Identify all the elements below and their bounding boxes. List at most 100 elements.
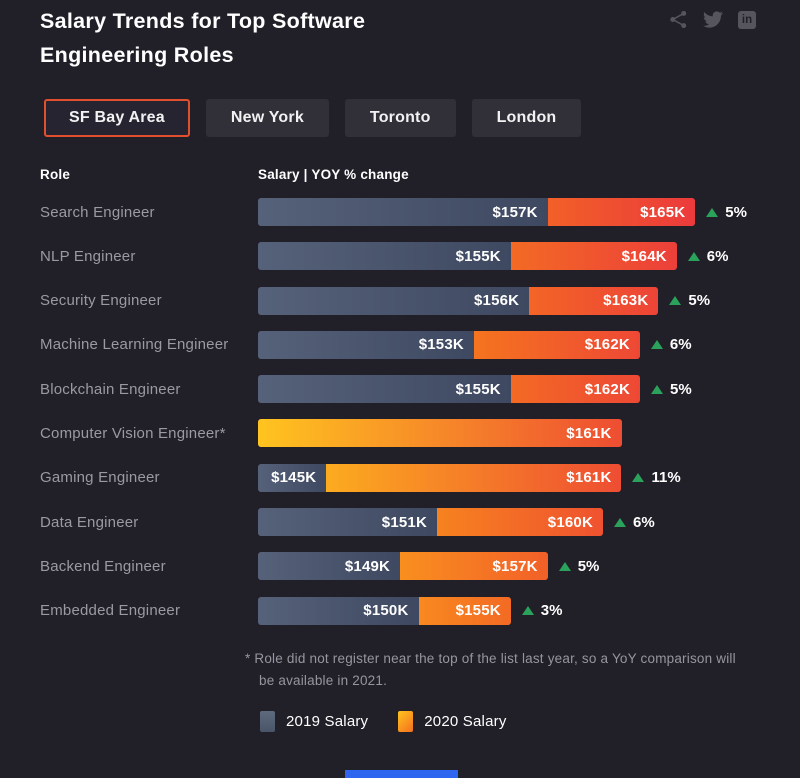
bar-group: $157K $165K <box>258 198 696 226</box>
salary-2019-value: $145K <box>271 469 317 487</box>
bar-2019-salary[interactable]: $145K <box>258 463 327 492</box>
bar-2020-salary[interactable]: $165K <box>547 198 696 226</box>
tab-toronto[interactable]: Toronto <box>344 99 456 137</box>
up-arrow-icon <box>687 251 700 261</box>
salary-2020-value: $161K <box>566 469 612 487</box>
salary-2020-value: $157K <box>492 557 538 575</box>
legend-item-2020-salary: 2020 Salary <box>398 711 506 732</box>
bar-group: $161K <box>258 419 622 448</box>
yoy-percent: 5% <box>725 203 747 221</box>
salary-2020-value: $164K <box>621 247 667 265</box>
salary-2019-value: $156K <box>473 292 520 310</box>
yoy-percent: 6% <box>633 513 655 531</box>
bar-group: $149K $157K <box>258 552 548 581</box>
salary-2020-value: $161K <box>566 424 612 442</box>
role-label: Security Engineer <box>40 292 162 310</box>
yoy-percent: 5% <box>577 557 600 575</box>
footnote: * Role did not register near the top of … <box>245 651 736 688</box>
up-arrow-icon <box>632 473 645 483</box>
chart-row: Security Engineer $156K $163K 5% <box>0 286 800 315</box>
salary-2020-value: $165K <box>640 203 686 221</box>
role-label: NLP Engineer <box>40 247 136 265</box>
yoy-change: 6% <box>650 336 692 354</box>
bar-group: $150K $155K <box>258 596 511 625</box>
salary-2020-value: $162K <box>584 336 630 354</box>
tab-london[interactable]: London <box>471 99 582 137</box>
yoy-change: 6% <box>687 248 728 265</box>
yoy-percent: 5% <box>688 292 711 310</box>
salary-column-header: Salary | YOY % change <box>258 167 409 182</box>
chart-row: Gaming Engineer $145K $161K 11% <box>0 463 800 492</box>
salary-2020-value: $155K <box>455 602 501 620</box>
bar-2019-salary[interactable]: $157K <box>258 198 548 226</box>
yoy-change: 5% <box>650 381 692 398</box>
bar-2020-salary[interactable]: $155K <box>418 596 511 625</box>
bar-2020-salary[interactable]: $164K <box>510 242 677 271</box>
role-label: Data Engineer <box>40 513 139 531</box>
bar-group: $156K $163K <box>258 286 659 315</box>
role-column-header: Role <box>40 167 71 182</box>
salary-2019-value: $151K <box>381 513 427 531</box>
up-arrow-icon <box>558 561 571 571</box>
chart-row: Data Engineer $151K $160K 6% <box>0 508 800 537</box>
bar-2020-salary[interactable]: $161K <box>326 463 622 492</box>
up-arrow-icon <box>521 606 534 616</box>
salary-bar-chart: Search Engineer $157K $165K 5% NLP Engin… <box>0 198 800 641</box>
salary-2019-value: $155K <box>455 380 501 398</box>
role-label: Gaming Engineer <box>40 469 160 487</box>
salary-2020-value: $163K <box>603 292 649 310</box>
bar-2020-salary[interactable]: $162K <box>473 330 640 359</box>
yoy-change: 11% <box>632 469 681 487</box>
salary-2019-value: $157K <box>492 203 538 221</box>
chart-row: Backend Engineer $149K $157K 5% <box>0 552 800 581</box>
share-icon[interactable] <box>669 10 688 29</box>
linkedin-icon[interactable]: in <box>738 10 756 29</box>
chart-row: Machine Learning Engineer $153K $162K 6% <box>0 330 800 359</box>
bar-2020-salary[interactable]: $161K <box>258 419 622 448</box>
salary-2019-value: $150K <box>363 602 409 620</box>
bar-2020-salary[interactable]: $157K <box>400 552 548 581</box>
bar-group: $145K $161K <box>258 463 622 492</box>
yoy-percent: 3% <box>540 602 563 620</box>
role-label: Machine Learning Engineer <box>40 336 229 354</box>
role-label: Blockchain Engineer <box>40 380 181 398</box>
role-label: Computer Vision Engineer* <box>40 424 226 442</box>
bar-2019-salary[interactable]: $156K <box>258 286 530 315</box>
linkedin-icon-glyph: in <box>738 10 756 29</box>
chart-row: Blockchain Engineer $155K $162K 5% <box>0 375 800 404</box>
yoy-percent: 6% <box>669 336 692 354</box>
bar-2020-salary[interactable]: $163K <box>529 286 659 315</box>
bottom-accent-bar <box>345 770 458 778</box>
page-title: Salary Trends for Top Software Engineeri… <box>40 9 366 67</box>
legend-label: 2019 Salary <box>286 713 369 730</box>
salary-2019-value: $149K <box>344 557 391 575</box>
bar-2019-salary[interactable]: $155K <box>258 242 511 271</box>
legend-label: 2020 Salary <box>424 713 507 730</box>
bar-2019-salary[interactable]: $155K <box>258 375 511 404</box>
yoy-change: 5% <box>669 292 710 309</box>
up-arrow-icon <box>614 517 626 527</box>
chart-row: Embedded Engineer $150K $155K 3% <box>0 596 800 625</box>
tab-sf-bay-area[interactable]: SF Bay Area <box>44 99 190 137</box>
location-tabs: SF Bay Area New York Toronto London <box>44 99 582 137</box>
yoy-change: 5% <box>706 204 747 221</box>
bar-group: $151K $160K <box>258 508 603 537</box>
bar-2019-salary[interactable]: $151K <box>258 508 437 537</box>
bar-group: $153K $162K <box>258 330 640 359</box>
role-label: Backend Engineer <box>40 557 166 575</box>
bar-2019-salary[interactable]: $150K <box>258 596 419 625</box>
twitter-icon[interactable] <box>703 11 723 28</box>
role-label: Search Engineer <box>40 203 155 221</box>
chart-row: NLP Engineer $155K $164K 6% <box>0 242 800 271</box>
share-icons-group: in <box>669 10 756 29</box>
legend-swatch-2020 <box>398 711 414 732</box>
tab-new-york[interactable]: New York <box>205 99 329 137</box>
bar-2019-salary[interactable]: $149K <box>258 552 401 581</box>
yoy-percent: 11% <box>651 469 681 487</box>
up-arrow-icon <box>706 207 719 217</box>
bar-2020-salary[interactable]: $160K <box>437 508 603 537</box>
bar-2020-salary[interactable]: $162K <box>510 375 640 404</box>
column-headers: Role Salary | YOY % change <box>40 167 409 182</box>
role-label: Embedded Engineer <box>40 602 181 620</box>
bar-2019-salary[interactable]: $153K <box>258 330 474 359</box>
